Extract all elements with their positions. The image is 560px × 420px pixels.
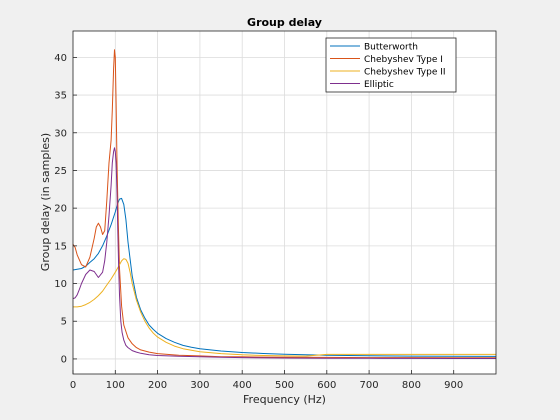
- series-line-2: [73, 258, 496, 357]
- chart-title: Group delay: [247, 16, 322, 29]
- series-line-0: [72, 197, 497, 357]
- x-tick-label: 700: [360, 380, 379, 391]
- x-tick-label: 300: [190, 380, 209, 391]
- y-tick-label: 35: [54, 91, 67, 102]
- legend-label: Elliptic: [364, 80, 394, 90]
- legend: Butterworth Chebyshev Type I Chebyshev Typ…: [325, 37, 457, 93]
- x-axis-label: Frequency (Hz): [243, 393, 326, 406]
- y-tick-label: 40: [54, 53, 67, 64]
- legend-label: Chebyshev Type I: [364, 55, 443, 65]
- x-tick-label: 0: [70, 380, 76, 391]
- x-tick-label: 600: [317, 380, 336, 391]
- x-tick-label: 400: [233, 380, 252, 391]
- x-tick-label: 500: [275, 380, 294, 391]
- y-tick-label: 0: [61, 354, 67, 365]
- y-tick-label: 30: [54, 128, 67, 139]
- series-line-1: [72, 49, 497, 359]
- x-tick-label: 900: [444, 380, 463, 391]
- legend-label: Chebyshev Type II: [364, 68, 446, 78]
- series-layer: [72, 49, 497, 359]
- series-line-3: [72, 147, 496, 359]
- legend-label: Butterworth: [364, 43, 418, 53]
- y-tick-label: 10: [54, 279, 67, 290]
- y-tick-label: 5: [61, 317, 67, 328]
- x-tick-label: 800: [402, 380, 421, 391]
- y-axis-label: Group delay (in samples): [39, 133, 52, 271]
- x-tick-label: 100: [106, 380, 125, 391]
- y-tick-label: 15: [54, 241, 67, 252]
- axis-ticks: 0 100 200 300 400 500 600 700 800 900 0 5 10 15 20 25 30…: [54, 53, 463, 391]
- y-tick-label: 20: [54, 204, 67, 215]
- y-tick-label: 25: [54, 166, 67, 177]
- x-tick-label: 200: [148, 380, 167, 391]
